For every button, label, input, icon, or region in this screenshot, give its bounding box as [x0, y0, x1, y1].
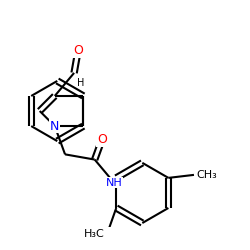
- Text: O: O: [97, 133, 107, 146]
- Text: H₃C: H₃C: [84, 228, 105, 238]
- Text: H: H: [77, 78, 85, 88]
- Text: CH₃: CH₃: [196, 170, 217, 180]
- Text: NH: NH: [106, 178, 122, 188]
- Text: N: N: [50, 120, 59, 132]
- Text: O: O: [73, 44, 83, 57]
